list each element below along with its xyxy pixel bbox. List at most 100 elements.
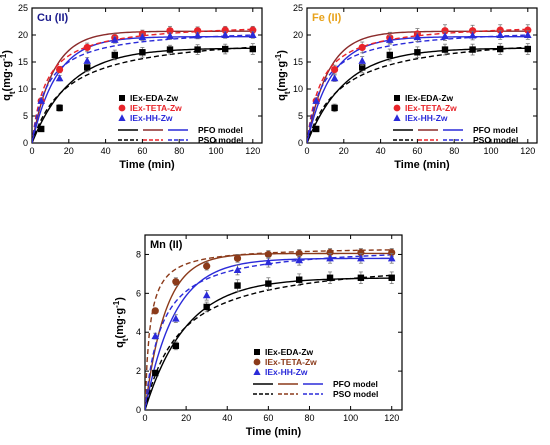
plot-frame (144, 234, 403, 411)
data-point (295, 256, 303, 264)
y-tick-label: 10 (293, 84, 303, 94)
data-point (359, 64, 366, 71)
x-tick-label: 20 (181, 413, 191, 423)
data-point (326, 274, 334, 281)
data-point (233, 254, 242, 262)
legend-label: IEx-EDA-Zw (405, 93, 454, 103)
x-tick-label: 60 (263, 413, 273, 423)
data-point (111, 51, 118, 59)
y-tick-label: 8 (136, 249, 141, 259)
data-point (166, 46, 174, 53)
data-point (414, 49, 421, 56)
plot-frame (306, 7, 538, 144)
data-point (441, 46, 449, 53)
data-point (83, 56, 91, 64)
legend-pso-label: PSO model (473, 135, 518, 145)
y-tick-label: 5 (23, 111, 28, 121)
y-tick-label: 0 (298, 138, 303, 148)
panel-title: Fe (II) (312, 12, 342, 24)
data-point (330, 74, 339, 82)
plot-frame (31, 7, 263, 144)
data-point (151, 307, 159, 315)
data-point (194, 46, 201, 53)
data-point (358, 43, 366, 52)
data-point (172, 278, 180, 286)
x-tick-label: 100 (343, 413, 358, 423)
data-point (37, 96, 45, 104)
data-point (166, 32, 174, 40)
x-tick-label: 80 (304, 413, 314, 423)
y-tick-label: 5 (298, 111, 303, 121)
data-point (357, 274, 365, 281)
y-axis-title-rest: (mg·g (1, 61, 13, 92)
legend-marker (393, 104, 401, 112)
data-point (524, 45, 531, 53)
data-point (326, 248, 334, 257)
data-point (55, 74, 64, 82)
y-axis-title-main: q (276, 94, 288, 101)
x-tick-label: 40 (101, 146, 111, 156)
y-axis-title: qt(mg·g-1) (274, 50, 292, 101)
panel-1: 0 20 40 60 80 100 120 0 5 10 15 20 25 Time (min) qt(mg… (274, 3, 538, 171)
x-tick-label: 0 (29, 146, 34, 156)
y-tick-label: 25 (18, 3, 28, 13)
x-tick-label: 100 (483, 146, 498, 156)
data-point (388, 248, 396, 257)
x-axis-title: Time (min) (394, 159, 450, 171)
data-point (56, 65, 64, 74)
data-point (152, 369, 159, 377)
data-point (234, 282, 241, 289)
data-point (203, 262, 211, 270)
data-point (331, 65, 339, 74)
data-point (151, 332, 160, 340)
y-axis-title-sub: t (121, 338, 130, 341)
y-axis-title-close: ) (114, 297, 126, 301)
y-axis-title: qt(mg·g-1) (0, 50, 17, 101)
pso-curve-IEx-TETA-Zw (32, 28, 253, 143)
data-point (326, 254, 334, 262)
data-point (387, 254, 396, 262)
legend-pso-label: PSO model (198, 135, 243, 145)
y-tick-label: 15 (293, 57, 303, 67)
data-point (468, 31, 477, 39)
legend-label: IEx-TETA-Zw (265, 357, 317, 367)
pso-curve-IEx-EDA-Zw (32, 46, 253, 143)
x-tick-label: 120 (245, 146, 260, 156)
y-axis-title-rest: (mg·g (276, 61, 288, 92)
y-tick-label: 0 (23, 138, 28, 148)
data-point (264, 258, 273, 266)
data-point (249, 31, 257, 38)
data-point (139, 49, 146, 56)
pso-curve-IEx-EDA-Zw (307, 46, 528, 143)
x-tick-label: 80 (449, 146, 459, 156)
data-point (313, 125, 320, 133)
panel-title: Mn (II) (150, 239, 183, 251)
legend-label: IEx-HH-Zw (405, 113, 448, 123)
legend-marker (119, 95, 125, 101)
data-point (312, 96, 320, 104)
data-point (56, 104, 63, 112)
data-point (497, 45, 504, 53)
series-IEx-EDA-Zw (152, 271, 395, 377)
data-point (358, 56, 366, 64)
data-point (265, 280, 272, 287)
y-axis-title-main: q (114, 341, 126, 348)
legend-marker (253, 368, 261, 375)
y-axis-title-main: q (1, 94, 13, 101)
data-point (441, 32, 449, 40)
data-point (357, 254, 365, 262)
legend-marker (254, 349, 260, 355)
data-point (386, 51, 393, 59)
legend-label: IEx-HH-Zw (265, 367, 308, 377)
series-IEx-HH-Zw (151, 253, 396, 340)
legend-pso-label: PSO model (333, 389, 378, 399)
legend-pfo-label: PFO model (333, 379, 378, 389)
data-point (413, 33, 422, 41)
x-tick-label: 40 (376, 146, 386, 156)
data-point (388, 274, 395, 281)
y-axis-title: qt(mg·g-1) (112, 297, 130, 348)
data-point (233, 266, 242, 273)
y-axis-title-close: ) (1, 50, 13, 54)
